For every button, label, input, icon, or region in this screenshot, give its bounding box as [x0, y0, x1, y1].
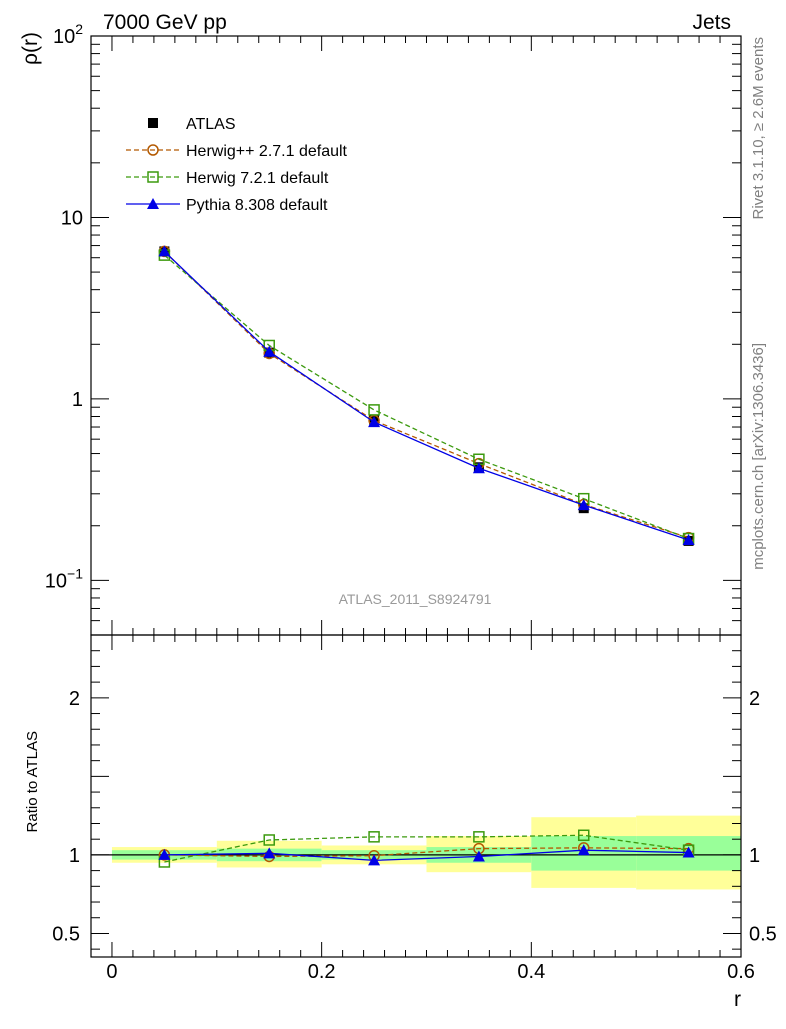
x-axis-label: r — [734, 988, 741, 1011]
main-series-2 — [158, 249, 695, 545]
main-point-2-2 — [368, 404, 380, 416]
ratio-point-1-1 — [263, 834, 275, 846]
x-tick-label-2: 0.4 — [517, 961, 545, 983]
main-series-0 — [159, 246, 694, 546]
main-y-axis-label: ρ(r) — [19, 32, 42, 65]
legend-marker-0 — [148, 118, 158, 128]
legend-entry-1: Herwig++ 2.7.1 default — [126, 143, 348, 160]
data-series — [158, 245, 695, 868]
mcplots-label: mcplots.cern.ch [arXiv:1306.3436] — [750, 343, 767, 570]
main-y-tick-label-1: 1 — [72, 389, 83, 411]
main-point-3-2 — [368, 416, 381, 428]
header-right-label: Jets — [692, 11, 731, 34]
main-series-1 — [158, 245, 695, 544]
x-tick-label-0: 0 — [106, 961, 117, 983]
analysis-label: ATLAS_2011_S8924791 — [339, 591, 492, 607]
main-point-3-4 — [577, 499, 590, 511]
ratio-point-1-3 — [473, 831, 485, 843]
main-point-3-1 — [263, 345, 276, 357]
ratio-point-2-1 — [263, 847, 276, 859]
legend: ATLAS Herwig++ 2.7.1 default Herwig 7.2.1 … — [126, 116, 348, 214]
x-tick-label-1: 0.2 — [308, 961, 336, 983]
legend-label-2: Herwig 7.2.1 default — [186, 170, 329, 187]
header-left-label: 7000 GeV pp — [103, 11, 227, 34]
rivet-label: Rivet 3.1.10, ≥ 2.6M events — [750, 37, 767, 220]
main-series-3 — [158, 245, 695, 545]
legend-entry-2: Herwig 7.2.1 default — [126, 170, 329, 187]
ratio-y-tick-label-left-1: 1 — [69, 845, 80, 867]
legend-entry-0: ATLAS — [148, 116, 236, 133]
plot-frames — [90, 35, 742, 958]
ratio-series-line-1 — [164, 834, 689, 863]
ratio-y-tick-label-right-1: 1 — [749, 845, 760, 867]
ratio-point-1-2 — [368, 831, 380, 843]
main-point-3-0 — [158, 245, 171, 257]
main-series-line-2 — [163, 254, 689, 540]
tick-labels: 10−1 1 10 102 0.5 0.5 1 1 2 2 0 0.2 0.4 0.6 — [45, 21, 777, 983]
main-series-line-1 — [163, 250, 689, 539]
ratio-y-tick-label-left-0: 0.5 — [52, 923, 80, 945]
main-series-line-3 — [163, 250, 689, 541]
ratio-series-line-2 — [164, 849, 689, 862]
ratio-point-2-5 — [682, 846, 695, 858]
x-tick-label-3: 0.6 — [727, 961, 755, 983]
ratio-y-tick-label-right-0: 0.5 — [749, 923, 777, 945]
ratio-series-2 — [158, 844, 695, 866]
main-y-tick-label-0: 10−1 — [45, 565, 83, 592]
ratio-point-2-4 — [577, 844, 590, 856]
ratio-point-2-3 — [472, 850, 485, 862]
ratio-y-tick-label-left-2: 2 — [69, 688, 80, 710]
ratio-panel-frame — [90, 634, 742, 958]
main-point-3-5 — [682, 533, 695, 545]
legend-marker-1 — [147, 144, 159, 156]
legend-label-3: Pythia 8.308 default — [186, 197, 328, 214]
main-point-3-3 — [472, 462, 485, 474]
main-y-tick-label-3: 102 — [53, 21, 83, 48]
legend-entry-3: Pythia 8.308 default — [126, 197, 328, 214]
axis-ticks — [90, 35, 742, 957]
ratio-y-tick-label-right-2: 2 — [749, 688, 760, 710]
ratio-point-2-0 — [158, 848, 171, 860]
main-y-tick-label-2: 10 — [61, 207, 83, 229]
legend-marker-3 — [147, 198, 159, 209]
ratio-y-axis-label: Ratio to ATLAS — [24, 731, 41, 832]
ratio-point-2-2 — [368, 854, 381, 866]
ratio-point-1-4 — [577, 829, 590, 842]
legend-marker-2 — [147, 171, 159, 183]
legend-label-0: ATLAS — [186, 116, 236, 133]
legend-label-1: Herwig++ 2.7.1 default — [186, 143, 348, 160]
